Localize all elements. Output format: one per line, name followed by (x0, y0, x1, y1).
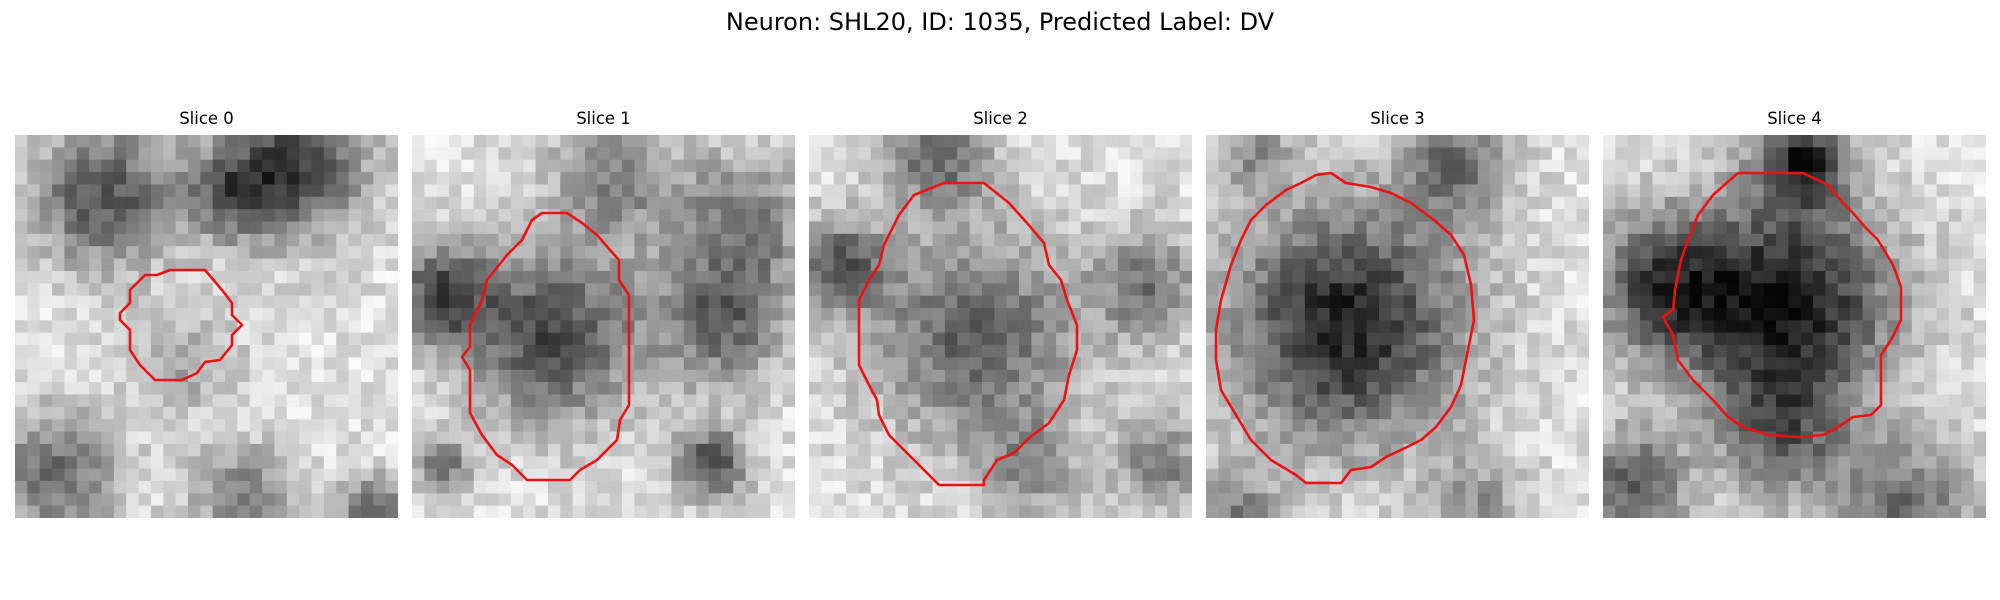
figure-title: Neuron: SHL20, ID: 1035, Predicted Label… (725, 8, 1275, 36)
slice-3-contour (1214, 171, 1476, 485)
slice-4-title: Slice 4 (1767, 109, 1822, 128)
slice-1-title: Slice 1 (576, 109, 631, 128)
slice-1-contour (460, 211, 631, 482)
slice-3-title: Slice 3 (1370, 109, 1425, 128)
slice-2-title: Slice 2 (973, 109, 1028, 128)
slice-4-image (1603, 135, 1986, 518)
slice-0-contour (118, 268, 244, 382)
slice-1-pixels (412, 135, 795, 518)
slice-4-contour (1661, 171, 1903, 439)
slice-2-contour (857, 181, 1079, 487)
slice-0-title: Slice 0 (179, 109, 234, 128)
slice-2-image (809, 135, 1192, 518)
slice-2-pixels (809, 135, 1192, 518)
slice-0-pixels (15, 135, 398, 518)
slice-4-pixels (1603, 135, 1986, 518)
slice-0-image (15, 135, 398, 518)
slice-3-image (1206, 135, 1589, 518)
slice-3-pixels (1206, 135, 1589, 518)
slice-1-image (412, 135, 795, 518)
